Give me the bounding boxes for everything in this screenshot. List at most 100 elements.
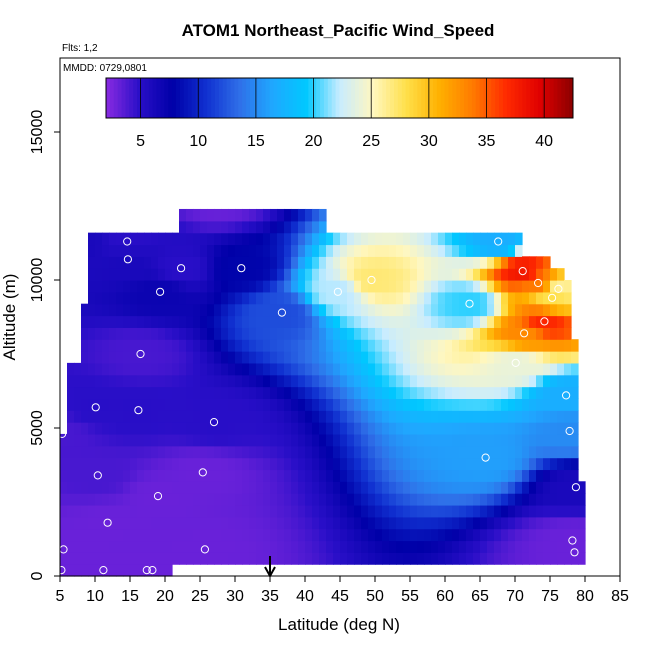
heatmap-cell <box>186 528 194 542</box>
heatmap-cell <box>368 244 376 257</box>
heatmap-cell <box>403 433 411 447</box>
heatmap-cell <box>305 528 313 542</box>
heatmap-cell <box>417 422 425 435</box>
heatmap-cell <box>95 386 103 399</box>
heatmap-cell <box>452 303 460 317</box>
heatmap-cell <box>536 457 544 471</box>
sample-markers <box>57 196 581 575</box>
heatmap-cell <box>515 552 523 565</box>
heatmap-cell <box>298 244 306 257</box>
heatmap-cell <box>340 232 348 246</box>
heatmap-cell <box>298 540 306 553</box>
heatmap-cell <box>256 516 264 530</box>
colorbar-tick-label: 35 <box>478 133 496 150</box>
heatmap-cell <box>81 410 89 423</box>
colorbar-segment <box>304 78 309 118</box>
heatmap-cell <box>487 528 495 542</box>
heatmap-cell <box>494 256 502 269</box>
x-tick-label: 60 <box>436 588 454 605</box>
heatmap-cell <box>403 410 411 423</box>
heatmap-cell <box>193 362 201 376</box>
heatmap-cell <box>452 232 460 246</box>
heatmap-cell <box>550 280 558 293</box>
heatmap-cell <box>438 291 446 305</box>
heatmap-cell <box>536 374 544 388</box>
heatmap-cell <box>207 315 215 328</box>
heatmap-cell <box>88 280 96 293</box>
heatmap-cell <box>109 422 117 435</box>
heatmap-cell <box>116 481 124 494</box>
heatmap-cell <box>501 232 509 246</box>
heatmap-cell <box>452 504 460 518</box>
heatmap-cell <box>487 445 495 459</box>
heatmap-cell <box>102 481 110 494</box>
heatmap-cell <box>501 433 509 447</box>
heatmap-cell <box>361 481 369 494</box>
colorbar-tick-label: 25 <box>362 133 380 150</box>
heatmap-cell <box>480 327 488 340</box>
heatmap-cell <box>291 208 299 222</box>
heatmap-cell <box>550 445 558 459</box>
heatmap-cell <box>165 291 173 305</box>
heatmap-cell <box>137 398 145 411</box>
heatmap-cell <box>102 528 110 542</box>
heatmap-cell <box>375 540 383 553</box>
heatmap-cell <box>144 540 152 553</box>
y-tick-label: 15000 <box>29 110 46 155</box>
heatmap-cell <box>501 303 509 317</box>
heatmap-cell <box>340 362 348 376</box>
heatmap-cell <box>151 303 159 317</box>
heatmap-cell <box>172 528 180 542</box>
heatmap-cell <box>368 339 376 352</box>
heatmap-cell <box>305 410 313 423</box>
heatmap-cell <box>543 410 551 423</box>
heatmap-cell <box>263 327 271 340</box>
heatmap-cell <box>361 256 369 269</box>
heatmap-cell <box>480 351 488 364</box>
heatmap-cell <box>88 303 96 317</box>
heatmap-cell <box>67 374 75 388</box>
heatmap-cell <box>249 445 257 459</box>
heatmap-cell <box>249 481 257 494</box>
heatmap-cell <box>214 280 222 293</box>
heatmap-cell <box>494 410 502 423</box>
heatmap-cell <box>144 244 152 257</box>
heatmap-cell <box>165 362 173 376</box>
heatmap-cell <box>347 232 355 246</box>
heatmap-cell <box>361 552 369 565</box>
heatmap-cell <box>550 540 558 553</box>
heatmap-cell <box>284 445 292 459</box>
heatmap-cell <box>277 315 285 328</box>
heatmap-cell <box>522 433 530 447</box>
heatmap-cell <box>557 386 565 399</box>
heatmap-cell <box>564 362 572 376</box>
heatmap-cell <box>375 398 383 411</box>
heatmap-cell <box>550 362 558 376</box>
heatmap-cell <box>515 280 523 293</box>
heatmap-cell <box>333 433 341 447</box>
heatmap-cell <box>361 362 369 376</box>
heatmap-cell <box>284 398 292 411</box>
heatmap-cell <box>354 386 362 399</box>
heatmap-cell <box>424 481 432 494</box>
heatmap-cell <box>172 256 180 269</box>
heatmap-cell <box>109 398 117 411</box>
heatmap-cell <box>347 528 355 542</box>
heatmap-cell <box>452 339 460 352</box>
heatmap-cell <box>382 516 390 530</box>
heatmap-cell <box>389 232 397 246</box>
colorbar-segment <box>312 78 317 118</box>
heatmap-cell <box>382 481 390 494</box>
sample-point <box>571 483 581 492</box>
heatmap-cell <box>473 445 481 459</box>
heatmap-cell <box>109 232 117 246</box>
heatmap-cell <box>522 445 530 459</box>
heatmap-cell <box>193 469 201 482</box>
heatmap-cell <box>396 433 404 447</box>
heatmap-cell <box>424 410 432 423</box>
heatmap-cell <box>158 493 166 506</box>
heatmap-cell <box>172 339 180 352</box>
heatmap-cell <box>270 528 278 542</box>
heatmap-cell <box>417 232 425 246</box>
heatmap-cell <box>144 552 152 565</box>
